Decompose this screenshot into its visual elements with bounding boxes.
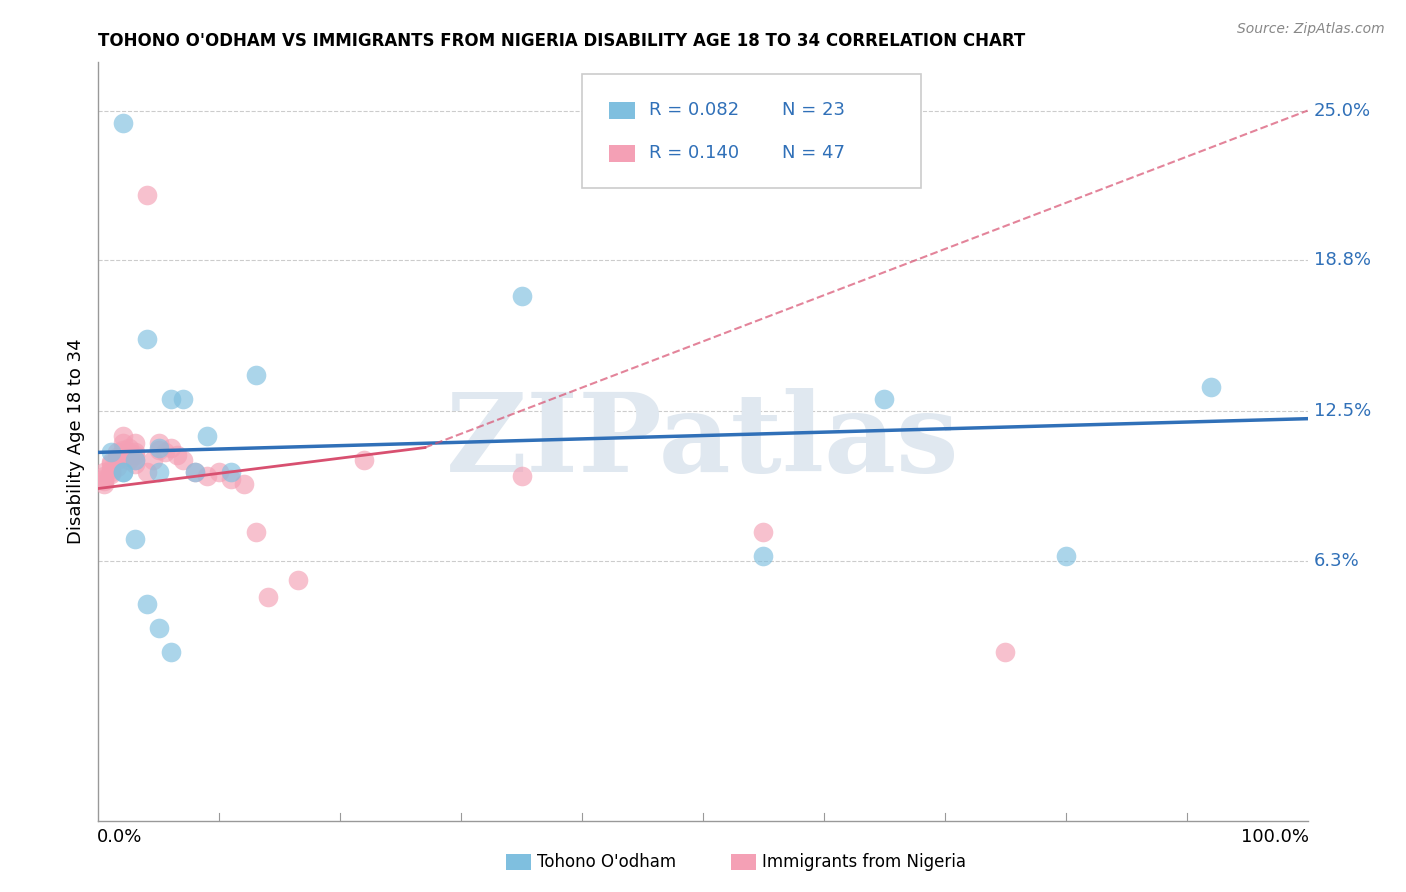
Point: [245, 524, 267, 539]
Point: [135, 332, 157, 346]
Point: [195, 469, 218, 483]
Point: [111, 450, 134, 465]
Point: [124, 445, 146, 459]
Point: [166, 448, 188, 462]
Point: [93, 469, 115, 483]
Point: [1054, 549, 1077, 563]
Point: [105, 445, 128, 459]
Point: [148, 465, 170, 479]
Point: [100, 465, 122, 479]
Point: [153, 445, 176, 459]
Y-axis label: Disability Age 18 to 34: Disability Age 18 to 34: [66, 339, 84, 544]
Text: Source: ZipAtlas.com: Source: ZipAtlas.com: [1237, 22, 1385, 37]
Point: [221, 465, 243, 479]
Point: [118, 445, 141, 459]
Point: [111, 442, 134, 457]
Point: [287, 573, 309, 587]
Point: [353, 452, 375, 467]
Point: [124, 532, 146, 546]
Bar: [609, 145, 636, 161]
Point: [124, 458, 146, 472]
Point: [142, 452, 165, 467]
Point: [160, 392, 183, 407]
Text: N = 23: N = 23: [782, 101, 845, 120]
Text: Immigrants from Nigeria: Immigrants from Nigeria: [762, 853, 966, 871]
Point: [93, 472, 115, 486]
Point: [111, 465, 134, 479]
Point: [172, 452, 194, 467]
Text: R = 0.140: R = 0.140: [648, 145, 738, 162]
Text: N = 47: N = 47: [782, 145, 845, 162]
Point: [752, 524, 775, 539]
Point: [510, 469, 533, 483]
Point: [100, 458, 122, 472]
Point: [100, 445, 122, 459]
Point: [100, 462, 122, 476]
Point: [105, 459, 128, 474]
Text: ZIPatlas: ZIPatlas: [446, 388, 960, 495]
Bar: [609, 102, 636, 119]
Point: [510, 289, 533, 303]
Point: [148, 621, 170, 635]
Point: [100, 467, 122, 481]
Point: [245, 368, 267, 383]
Point: [208, 465, 231, 479]
Point: [1199, 380, 1222, 394]
Text: TOHONO O'ODHAM VS IMMIGRANTS FROM NIGERIA DISABILITY AGE 18 TO 34 CORRELATION CH: TOHONO O'ODHAM VS IMMIGRANTS FROM NIGERI…: [98, 32, 1025, 50]
Point: [105, 450, 128, 465]
Point: [93, 475, 115, 489]
Point: [124, 435, 146, 450]
Point: [118, 452, 141, 467]
Point: [160, 645, 183, 659]
Point: [994, 645, 1017, 659]
Text: 12.5%: 12.5%: [1313, 402, 1371, 420]
Point: [873, 392, 896, 407]
Point: [124, 452, 146, 467]
Point: [184, 465, 207, 479]
Point: [135, 187, 157, 202]
Point: [135, 465, 157, 479]
Point: [221, 472, 243, 486]
Point: [100, 455, 122, 469]
Point: [232, 476, 254, 491]
Point: [135, 597, 157, 611]
Point: [111, 465, 134, 479]
Point: [148, 441, 170, 455]
Text: 25.0%: 25.0%: [1313, 102, 1371, 120]
Point: [160, 441, 183, 455]
Text: R = 0.082: R = 0.082: [648, 101, 738, 120]
Text: Tohono O'odham: Tohono O'odham: [537, 853, 676, 871]
Point: [148, 442, 170, 457]
Point: [195, 428, 218, 442]
Point: [148, 435, 170, 450]
Text: 100.0%: 100.0%: [1240, 828, 1309, 846]
Text: 6.3%: 6.3%: [1313, 551, 1360, 570]
Point: [256, 590, 278, 604]
Point: [752, 549, 775, 563]
FancyBboxPatch shape: [582, 74, 921, 187]
Point: [93, 465, 115, 479]
Point: [118, 441, 141, 455]
Point: [111, 115, 134, 129]
Point: [172, 392, 194, 407]
Text: 18.8%: 18.8%: [1313, 251, 1371, 268]
Point: [124, 452, 146, 467]
Point: [111, 435, 134, 450]
Point: [93, 476, 115, 491]
Text: 0.0%: 0.0%: [97, 828, 142, 846]
Point: [105, 452, 128, 467]
Point: [124, 448, 146, 462]
Point: [184, 465, 207, 479]
Point: [111, 428, 134, 442]
